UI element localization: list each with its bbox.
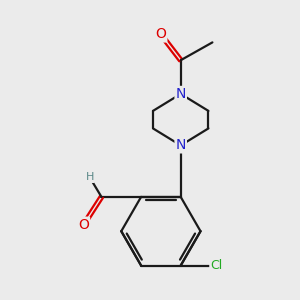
Text: O: O — [78, 218, 89, 232]
Text: O: O — [155, 28, 166, 41]
Text: N: N — [176, 87, 186, 101]
Text: H: H — [85, 172, 94, 182]
Text: N: N — [176, 138, 186, 152]
Text: Cl: Cl — [210, 259, 223, 272]
